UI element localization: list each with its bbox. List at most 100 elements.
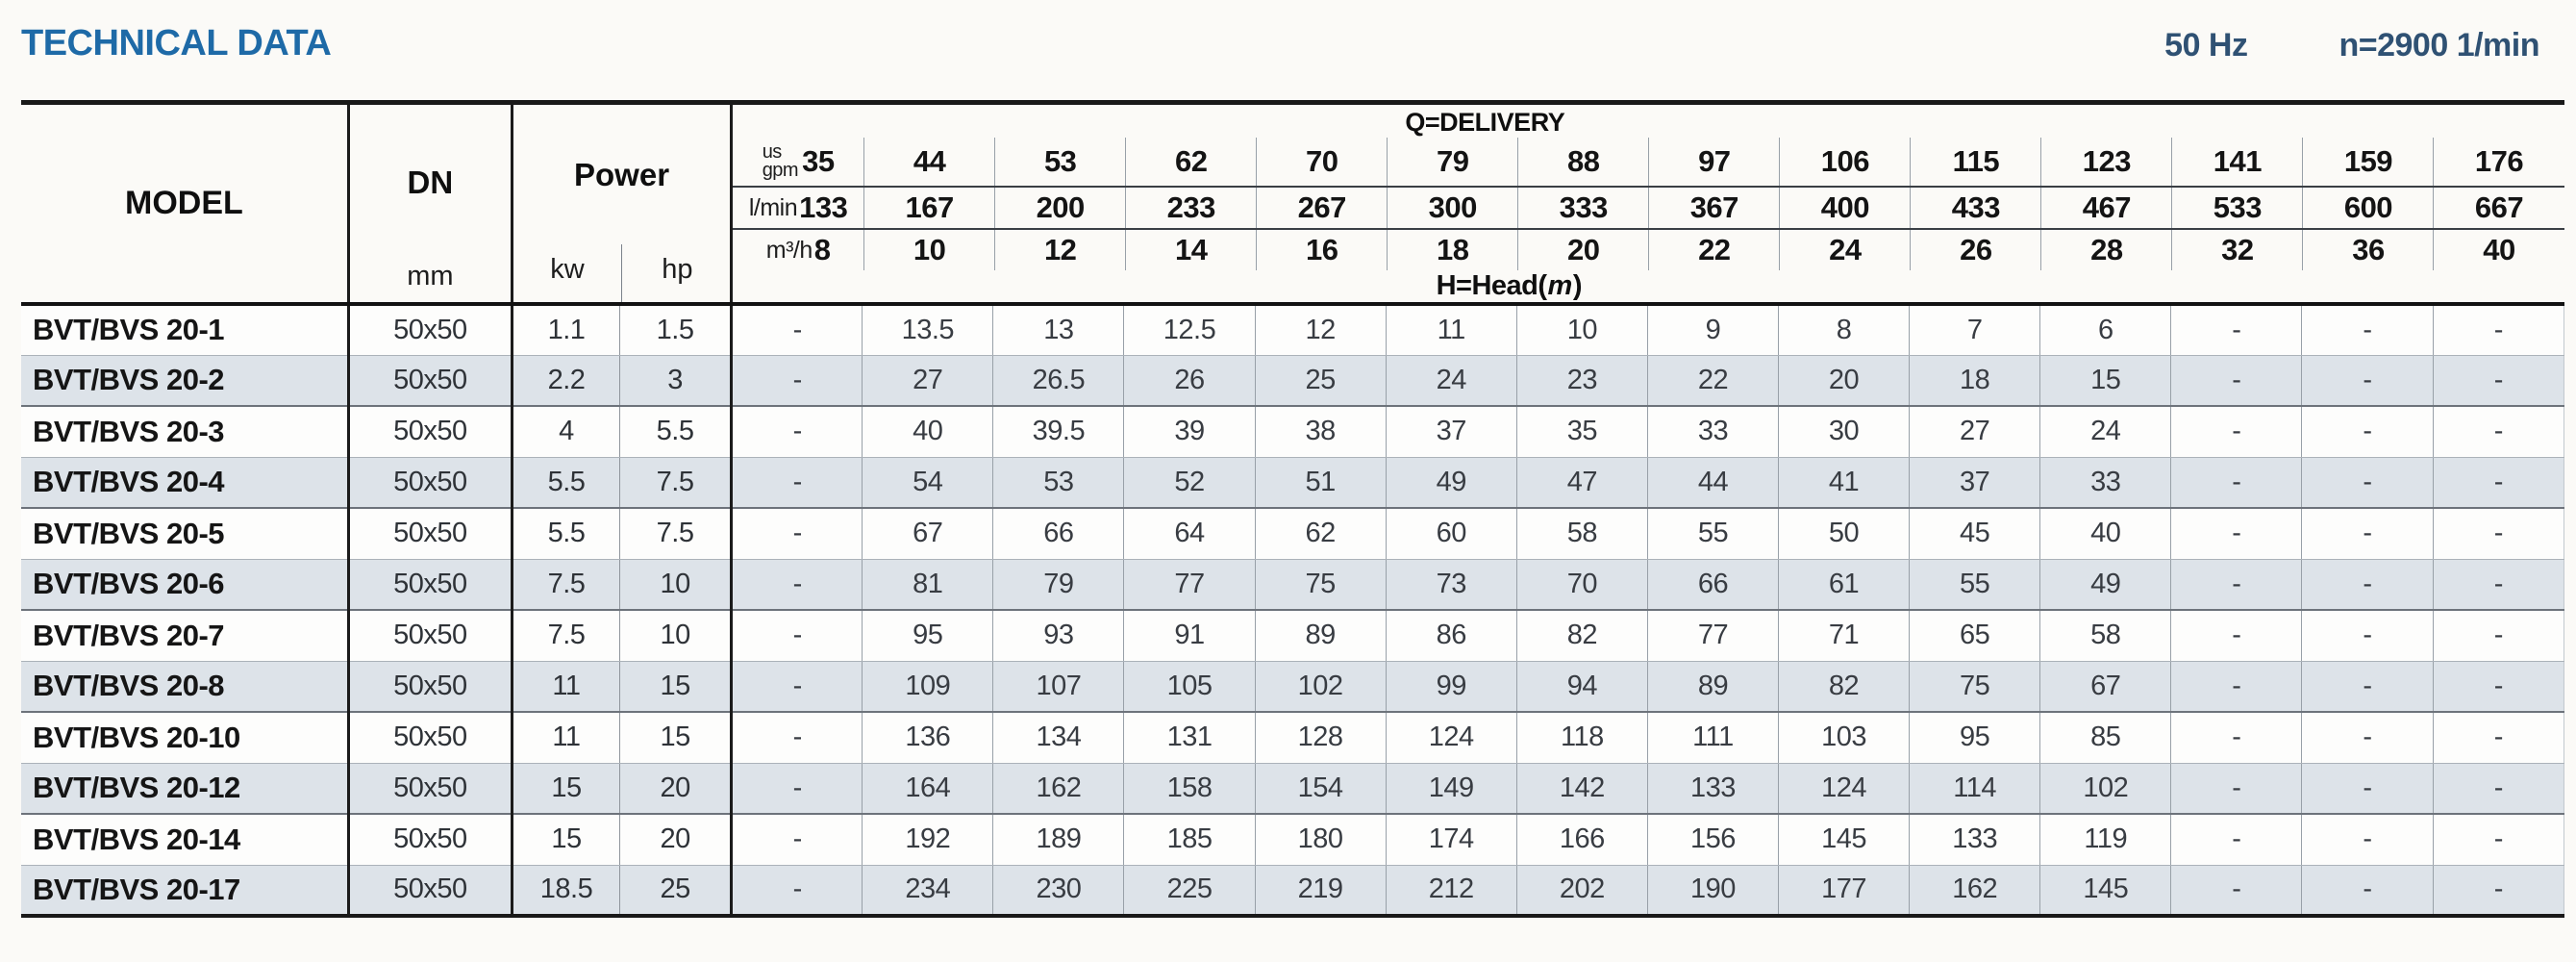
model-cell: BVT/BVS 20-17 — [21, 865, 350, 916]
flow-value: 133 — [799, 190, 848, 224]
table-row: BVT/BVS 20-3 50x50 4 5.5-40 39.5 39 38 37 35 33 30… — [21, 406, 2565, 458]
head-value-cell: 131 — [1123, 712, 1256, 764]
head-value-cell: - — [2170, 610, 2302, 662]
flow-cell: us gpm 35 — [733, 138, 863, 186]
head-value-cell: - — [2301, 508, 2434, 560]
head-value-cell: - — [731, 457, 863, 509]
table-row: BVT/BVS 20-7 50x50 7.5 10-95 93 91 89 86 82 77 71 6… — [21, 610, 2565, 662]
table-row: BVT/BVS 20-4 50x50 5.5 7.5-54 53 52 51 49 47 44 41… — [21, 457, 2565, 509]
hp-cell: 7.5 — [619, 457, 734, 509]
page-title: TECHNICAL DATA — [21, 23, 332, 63]
head-value-cell: 180 — [1254, 814, 1387, 866]
dn-label: DN — [407, 165, 454, 200]
dn-cell: 50x50 — [348, 610, 513, 662]
speed-label: n=2900 1/min — [2338, 27, 2539, 63]
head-value-cell: 133 — [1909, 814, 2040, 866]
head-value-cell: - — [2301, 406, 2434, 458]
head-value-cell: 24 — [1385, 355, 1517, 407]
head-value-cell: 202 — [1515, 865, 1648, 916]
flow-value: 18 — [1387, 230, 1517, 270]
head-value-cell: 18 — [1909, 355, 2040, 407]
head-value-cell: 44 — [1646, 457, 1779, 509]
kw-cell: 4 — [512, 406, 621, 458]
head-value-cell: - — [731, 355, 863, 407]
flow-value: 333 — [1517, 188, 1648, 228]
flow-value: 20 — [1517, 230, 1648, 270]
hp-cell: 15 — [619, 712, 734, 764]
head-value-cell: 174 — [1385, 814, 1517, 866]
flow-value: 24 — [1779, 230, 1910, 270]
technical-data-table: MODEL DN mm Power kw hp — [21, 100, 2565, 918]
head-value-cell: - — [731, 661, 863, 713]
head-value-cell: 164 — [862, 763, 993, 815]
head-value-cell: 75 — [1254, 559, 1387, 611]
usgpm-unit-top: us — [762, 141, 783, 163]
flow-value: 123 — [2040, 138, 2171, 186]
flow-value: 26 — [1910, 230, 2040, 270]
head-value-cell: 166 — [1515, 814, 1648, 866]
flow-value: 97 — [1648, 138, 1779, 186]
head-value-cell: 26.5 — [992, 355, 1124, 407]
hp-cell: 1.5 — [619, 304, 734, 356]
head-value-cell: - — [2432, 457, 2565, 509]
head-value-cell: 37 — [1385, 406, 1517, 458]
flow-value: 28 — [2040, 230, 2171, 270]
flow-value: 400 — [1779, 188, 1910, 228]
flow-value: 433 — [1910, 188, 2040, 228]
flow-value: 53 — [994, 138, 1125, 186]
head-value-cell: 12.5 — [1123, 304, 1256, 356]
flow-value: 16 — [1256, 230, 1387, 270]
dn-cell: 50x50 — [348, 814, 513, 866]
head-value-cell: 105 — [1123, 661, 1256, 713]
head-value-cell: 49 — [2039, 559, 2171, 611]
head-value-cell: 94 — [1515, 661, 1648, 713]
head-value-cell: 79 — [992, 559, 1124, 611]
model-cell: BVT/BVS 20-6 — [21, 559, 350, 611]
table-row: BVT/BVS 20-14 50x50 15 20-192 189 185 180 174 16… — [21, 814, 2565, 866]
column-header-power: Power kw hp — [512, 102, 734, 306]
head-value-cell: 225 — [1123, 865, 1256, 916]
head-value-cell: 35 — [1515, 406, 1648, 458]
head-value-cell: 99 — [1385, 661, 1517, 713]
model-cell: BVT/BVS 20-2 — [21, 355, 350, 407]
usgpm-unit-label: us gpm — [762, 141, 799, 180]
kw-cell: 5.5 — [512, 508, 621, 560]
flow-value: 267 — [1256, 188, 1387, 228]
kw-cell: 11 — [512, 712, 621, 764]
flow-value: 32 — [2171, 230, 2302, 270]
head-value-cell: - — [731, 865, 863, 916]
head-value-cell: 55 — [1909, 559, 2040, 611]
head-label-prefix: H=Head( — [1436, 270, 1547, 301]
head-value-cell: 145 — [1777, 814, 1910, 866]
head-value-cell: - — [731, 508, 863, 560]
hp-cell: 20 — [619, 763, 734, 815]
flow-value: 533 — [2171, 188, 2302, 228]
head-value-cell: 33 — [2039, 457, 2171, 509]
head-value-cell: 64 — [1123, 508, 1256, 560]
head-value-cell: - — [2432, 865, 2565, 916]
model-cell: BVT/BVS 20-10 — [21, 712, 350, 764]
flow-value: 8 — [813, 233, 831, 266]
table-body: BVT/BVS 20-1 50x50 1.1 1.5-13.5 13 12.5 12 11 10… — [21, 304, 2565, 916]
power-label: Power — [574, 156, 670, 192]
hp-cell: 10 — [619, 559, 734, 611]
head-value-cell: 85 — [2039, 712, 2171, 764]
head-value-cell: 27 — [862, 355, 993, 407]
head-value-cell: 51 — [1254, 457, 1387, 509]
flow-row-usgpm: us gpm 35 44 53 62 70 79 88 97 106 115 123 141 159 1… — [733, 138, 2564, 188]
head-value-cell: 65 — [1909, 610, 2040, 662]
head-value-cell: 149 — [1385, 763, 1517, 815]
kw-cell: 1.1 — [512, 304, 621, 356]
table-row: BVT/BVS 20-10 50x50 11 15-136 134 131 128 124 11… — [21, 712, 2565, 764]
head-value-cell: - — [2432, 610, 2565, 662]
head-value-cell: 20 — [1777, 355, 1910, 407]
table-row: BVT/BVS 20-6 50x50 7.5 10-81 79 77 75 73 70 66 61 5… — [21, 559, 2565, 611]
head-value-cell: - — [2170, 355, 2302, 407]
head-value-cell: 93 — [992, 610, 1124, 662]
flow-value: 300 — [1387, 188, 1517, 228]
head-value-cell: - — [2170, 559, 2302, 611]
head-value-cell: 61 — [1777, 559, 1910, 611]
operating-specs: 50 Hz n=2900 1/min — [2164, 27, 2539, 64]
column-header-model: MODEL — [21, 102, 350, 306]
kw-cell: 7.5 — [512, 559, 621, 611]
